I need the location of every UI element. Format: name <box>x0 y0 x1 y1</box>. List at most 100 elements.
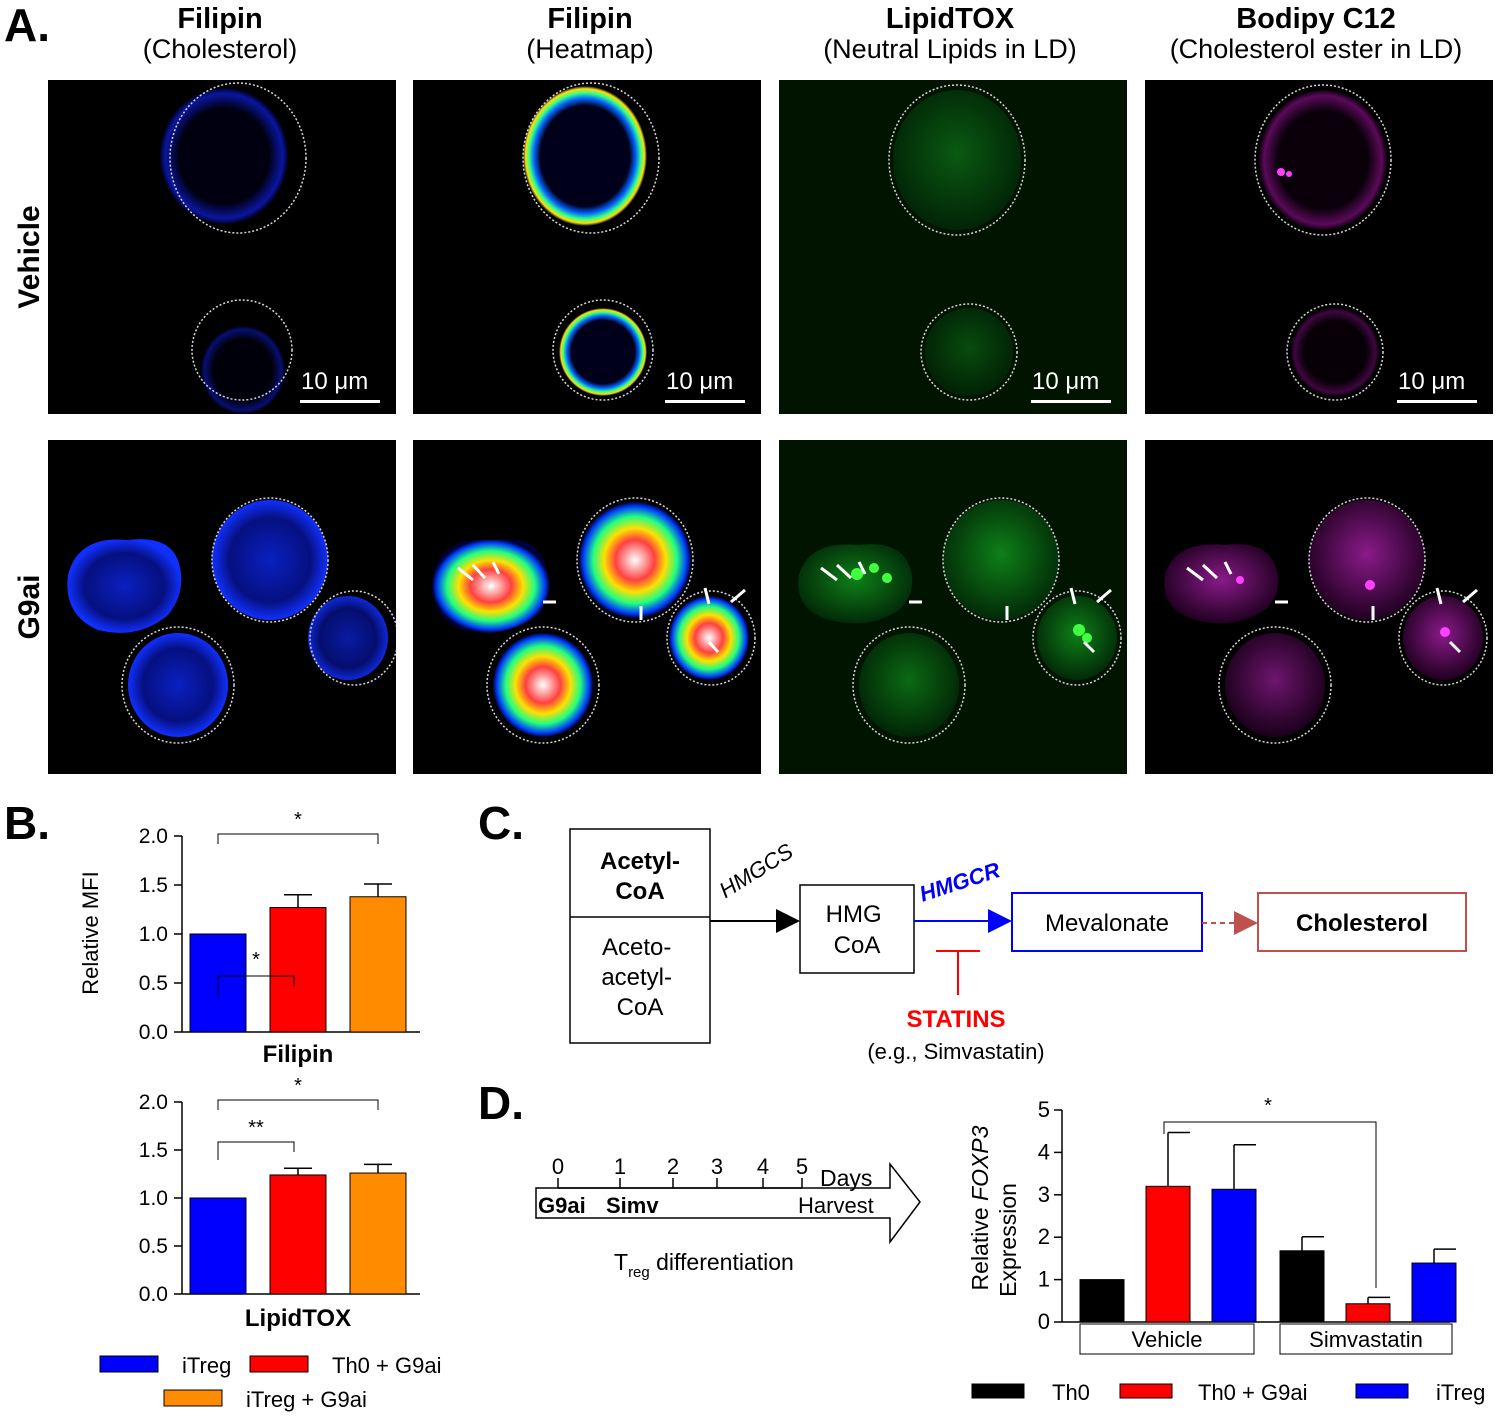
cholesterol-box <box>1257 892 1467 952</box>
hmg-line-1: HMG <box>826 901 882 928</box>
legend-swatch-th0-g9ai <box>249 1355 309 1373</box>
treg-rest: differentiation <box>650 1249 794 1275</box>
image-g9ai-filipin-heatmap <box>413 440 761 774</box>
scalebar <box>665 400 745 403</box>
legend-swatch-itreg-d <box>1355 1383 1409 1399</box>
col-2-title: Filipin <box>547 3 633 35</box>
row-label-vehicle: Vehicle <box>13 205 46 309</box>
image-vehicle-filipin: 10 μm <box>48 80 396 414</box>
panel-a-col-2-header: Filipin (Heatmap) <box>480 4 700 64</box>
panel-d-timeline: 0 1 2 3 4 5 Days G9ai Simv Harvest Treg diffe… <box>535 1154 921 1281</box>
chart-2-bar-1 <box>269 1174 327 1295</box>
statins-example: (e.g., Simvastatin) <box>867 1039 1044 1064</box>
chart-2-bracket-2 <box>217 1099 379 1110</box>
chart-2-bracket-1 <box>217 1141 295 1160</box>
chart-2-sig-1: ** <box>248 1117 264 1139</box>
legend-label-th0: Th0 <box>1052 1380 1090 1405</box>
chart-1-ytick-label: 2.0 <box>139 825 168 848</box>
acetoacetyl-coa-label: Aceto- acetyl- CoA <box>601 934 678 1021</box>
group-label-vehicle: Vehicle <box>1132 1327 1203 1352</box>
panel-c-letter: C. <box>478 797 524 849</box>
chart-1-ytick-label: 0.0 <box>139 1021 168 1044</box>
chart-1-ytick-label: 1.0 <box>139 923 168 946</box>
chart-2-bar-0 <box>189 1197 247 1295</box>
chart-1-bracket-1 <box>217 975 295 996</box>
image-vehicle-lipidtox: 10 μm <box>779 80 1127 414</box>
legend-swatch-itreg <box>99 1355 159 1373</box>
chart-1-title: Filipin <box>263 1041 334 1068</box>
acetoacetyl-line-2: acetyl- <box>601 964 672 991</box>
image-vehicle-bodipy: 10 μm <box>1145 80 1493 414</box>
chart-2-ytick-label: 1.0 <box>139 1187 168 1210</box>
chart-1-ytick-label: 0.5 <box>139 972 168 995</box>
treg-sub: reg <box>628 1264 650 1281</box>
days-label: Days <box>820 1165 872 1191</box>
legend-swatch-th0-g9ai-d <box>1119 1383 1173 1399</box>
chart-1-ticks: 0.0 0.5 1.0 1.5 2.0 <box>139 825 182 1044</box>
timeline-day-ticks: 0 1 2 3 4 5 <box>552 1154 808 1188</box>
chart-2-ytick-label: 0.5 <box>139 1235 168 1258</box>
col-2-subtitle: (Heatmap) <box>526 34 654 64</box>
chart-2-title: LipidTOX <box>245 1305 351 1332</box>
timeline-arrow <box>535 1161 921 1245</box>
ylabel-gene: FOXP3 <box>967 1125 993 1201</box>
treg-differentiation-label: Treg differentiation <box>614 1249 794 1281</box>
panel-a-col-1-header: Filipin (Cholesterol) <box>115 4 325 64</box>
row-label-g9ai: G9ai <box>13 574 46 640</box>
timeline-day-label: 1 <box>614 1154 626 1179</box>
statins-label: STATINS <box>906 1006 1005 1033</box>
scalebar-label: 10 μm <box>1032 368 1100 395</box>
chart-1-ytick-label: 1.5 <box>139 874 168 897</box>
timeline-day-label: 2 <box>667 1154 679 1179</box>
scalebar <box>1397 400 1477 403</box>
chart-2-ytick-label: 1.5 <box>139 1139 168 1162</box>
col-1-title: Filipin <box>177 3 263 35</box>
timeline-day-label: 3 <box>711 1154 723 1179</box>
acetyl-coa-label: Acetyl- CoA <box>600 848 680 905</box>
chart-1-bar-2 <box>349 896 407 1033</box>
group-box-simvastatin <box>1279 1323 1453 1355</box>
acetyl-coa-box <box>569 828 711 1044</box>
chart-1-bracket-2 <box>217 833 379 844</box>
timeline-simv: Simv <box>606 1193 659 1218</box>
acetoacetyl-line-1: Aceto- <box>602 934 671 961</box>
acetyl-line-2: CoA <box>615 878 664 905</box>
chart-1-bar-1 <box>269 907 327 1033</box>
panel-b-letter: B. <box>4 797 50 849</box>
image-g9ai-bodipy <box>1145 440 1493 774</box>
panel-d-letter: D. <box>478 1077 524 1129</box>
scalebar-label: 10 μm <box>1398 368 1466 395</box>
mevalonate-label: Mevalonate <box>1045 910 1169 937</box>
image-g9ai-filipin <box>48 440 396 774</box>
panel-a-col-3-header: LipidTOX (Neutral Lipids in LD) <box>785 4 1115 64</box>
chart-1-sig-1: * <box>252 949 260 971</box>
chart-1: 0.0 0.5 1.0 1.5 2.0 * * Filipin <box>139 809 420 1068</box>
chart-d-ytick-label: 4 <box>1038 1139 1050 1164</box>
hmgcs-label: HMGCS <box>715 838 798 903</box>
chart-1-sig-2: * <box>294 809 302 831</box>
chart-1-bars <box>189 883 407 1033</box>
chart-d-ytick-label: 2 <box>1038 1224 1050 1249</box>
chart-2: 0.0 0.5 1.0 1.5 2.0 ** * LipidTOX <box>139 1075 420 1332</box>
panel-d-ylabel-2: Expression <box>995 1183 1021 1297</box>
scalebar <box>1031 400 1111 403</box>
legend-label-itreg-g9ai: iTreg + G9ai <box>246 1387 367 1412</box>
col-3-subtitle: (Neutral Lipids in LD) <box>823 34 1077 64</box>
chart-d-ytick-label: 1 <box>1038 1267 1050 1292</box>
chart-2-ytick-label: 2.0 <box>139 1091 168 1114</box>
col-1-subtitle: (Cholesterol) <box>142 34 298 64</box>
treg-t: T <box>614 1249 628 1275</box>
chart-d-ytick-label: 3 <box>1038 1182 1050 1207</box>
chart-d-bar <box>1145 1185 1191 1323</box>
chart-2-bar-2 <box>349 1172 407 1295</box>
chart-d-sig: * <box>1264 1095 1272 1117</box>
legend-label-itreg-d: iTreg <box>1436 1380 1485 1405</box>
ylabel-pre: Relative <box>967 1201 993 1290</box>
scalebar-label: 10 μm <box>301 368 369 395</box>
timeline-harvest: Harvest <box>798 1193 874 1218</box>
panel-c-diagram: Acetyl- CoA Aceto- acetyl- CoA HMGCS HMG … <box>569 828 1467 1064</box>
panel-d-ylabel: Relative FOXP3 <box>967 1125 993 1290</box>
timeline-day-label: 4 <box>757 1154 769 1179</box>
chart-d-bracket <box>1163 1121 1377 1288</box>
panel-a-letter: A. <box>4 0 50 51</box>
